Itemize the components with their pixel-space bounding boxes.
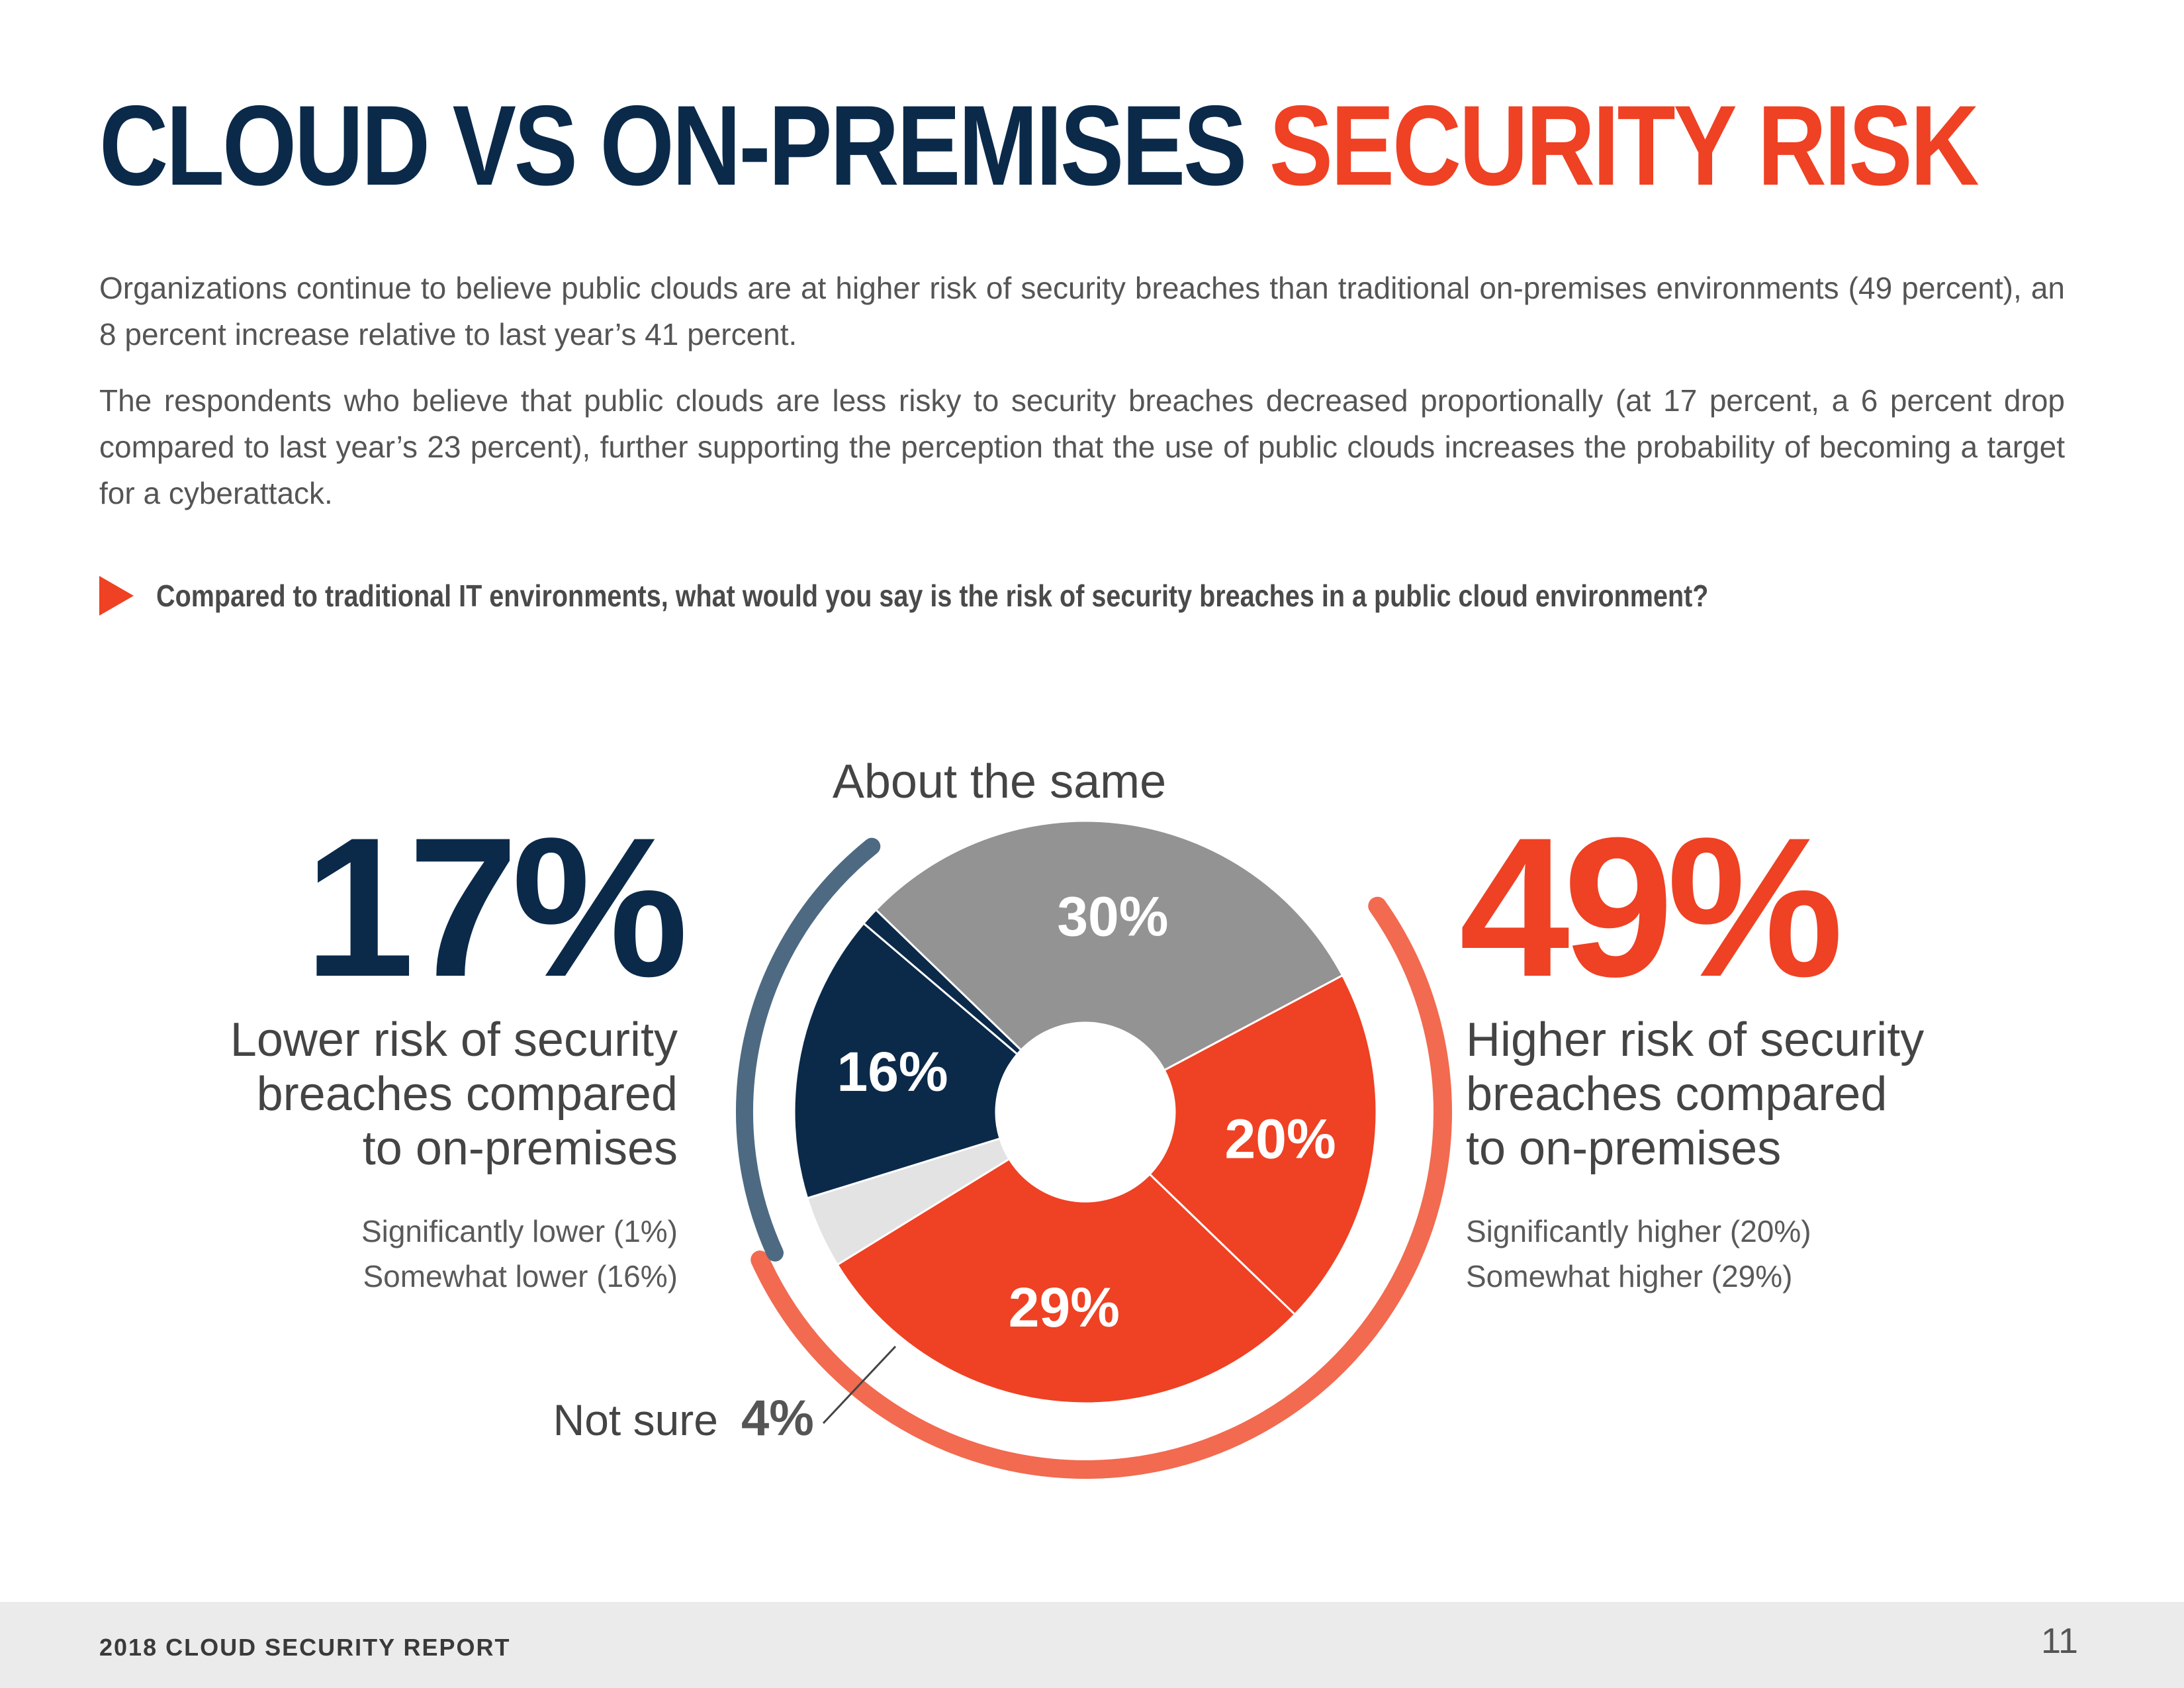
somewhat-lower-label: Somewhat lower (16%) bbox=[363, 1259, 678, 1293]
slice-about-the-same bbox=[874, 820, 1344, 1072]
intro-paragraph-1: Organizations continue to believe public… bbox=[99, 271, 2065, 352]
slice-label-somewhat-lower: 16% bbox=[837, 1041, 948, 1103]
footer-page-number: 11 bbox=[2040, 1621, 2078, 1661]
slice-somewhat-higher bbox=[836, 1157, 1297, 1405]
not-sure-label: Not sure bbox=[553, 1395, 718, 1444]
higher-risk-percent: 49% bbox=[1459, 796, 1843, 1018]
significantly-lower-label: Significantly lower (1%) bbox=[361, 1214, 678, 1248]
somewhat-higher-label: Somewhat higher (29%) bbox=[1466, 1259, 1793, 1293]
lower-risk-group-arc bbox=[736, 837, 881, 1262]
footer-report-title: 2018 CLOUD SECURITY REPORT bbox=[99, 1634, 511, 1661]
slice-label-about-the-same: 30% bbox=[1057, 885, 1168, 947]
group-arcs bbox=[736, 837, 1452, 1479]
triangle-arrow-icon bbox=[99, 576, 134, 616]
donut-labels: 20% 29% 16% 30% bbox=[837, 885, 1336, 1338]
donut-slices bbox=[793, 820, 1378, 1405]
slice-label-somewhat-higher: 29% bbox=[1009, 1276, 1120, 1338]
page-title: CLOUD VS ON-PREMISES SECURITY RISK bbox=[99, 79, 1979, 212]
lower-risk-percent: 17% bbox=[304, 796, 688, 1018]
higher-risk-description: Higher risk of security breaches compare… bbox=[1466, 1013, 2062, 1176]
slice-significantly-higher bbox=[1148, 974, 1378, 1316]
not-sure-leader-line bbox=[822, 1345, 897, 1425]
not-sure-value: 4% bbox=[741, 1390, 814, 1446]
higher-risk-line-2: breaches compared bbox=[1466, 1068, 1888, 1121]
page-footer: 2018 CLOUD SECURITY REPORT 11 bbox=[0, 1602, 2184, 1688]
about-same-label: About the same bbox=[833, 755, 1166, 808]
lower-risk-line-2: breaches compared bbox=[256, 1068, 678, 1121]
slice-somewhat-lower bbox=[793, 921, 1019, 1199]
survey-question-text: Compared to traditional IT environments,… bbox=[156, 579, 1709, 613]
lower-risk-breakdown: Significantly lower (1%) Somewhat lower … bbox=[361, 1209, 678, 1299]
higher-risk-breakdown: Significantly higher (20%) Somewhat high… bbox=[1466, 1209, 1811, 1299]
title-accent: SECURITY RISK bbox=[1269, 82, 1979, 209]
higher-risk-line-3: to on-premises bbox=[1466, 1122, 1782, 1175]
lower-risk-line-1: Lower risk of security bbox=[230, 1013, 678, 1066]
title-main: CLOUD VS ON-PREMISES bbox=[99, 82, 1247, 209]
higher-risk-line-1: Higher risk of security bbox=[1466, 1013, 1925, 1066]
lower-risk-line-3: to on-premises bbox=[362, 1122, 678, 1175]
lower-risk-description: Lower risk of security breaches compared… bbox=[82, 1013, 678, 1176]
intro-paragraph-2: The respondents who believe that public … bbox=[99, 383, 2065, 510]
slice-label-significantly-higher: 20% bbox=[1225, 1107, 1336, 1170]
significantly-higher-label: Significantly higher (20%) bbox=[1466, 1214, 1811, 1248]
higher-risk-group-arc bbox=[751, 896, 1452, 1479]
survey-question: Compared to traditional IT environments,… bbox=[99, 576, 1961, 616]
